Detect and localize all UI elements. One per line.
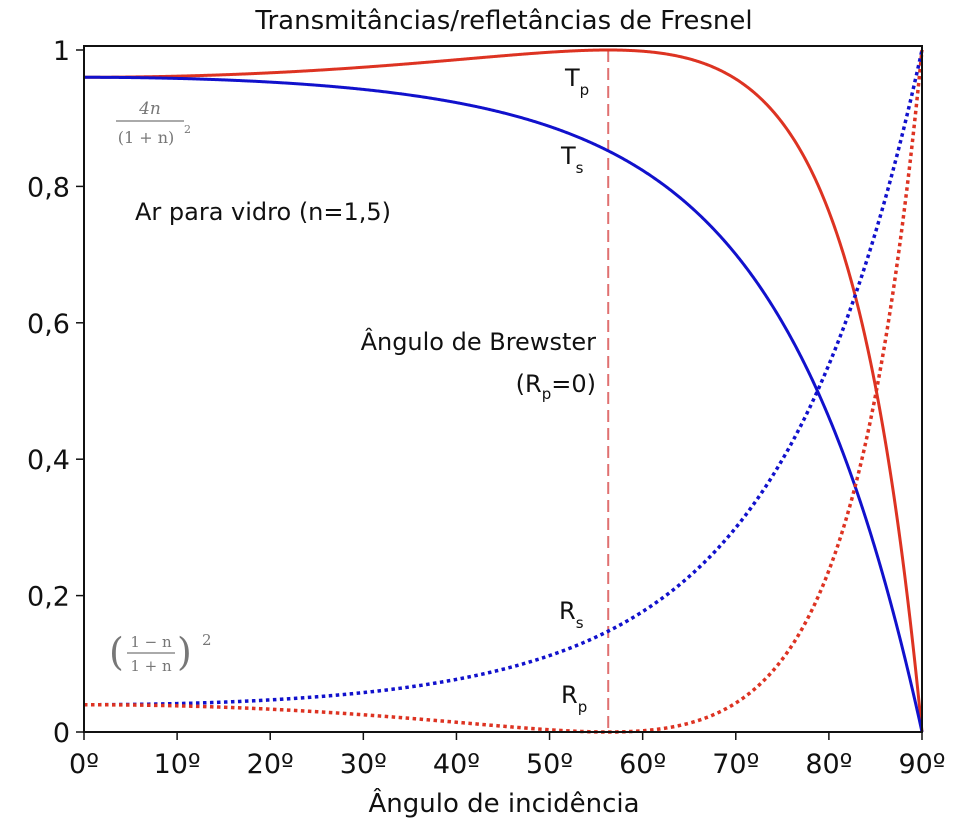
t0-formula-denominator: (1 + n) [118,128,175,147]
x-tick-label: 10º [154,749,201,780]
series-line-ts [84,75,924,733]
curve-label-rp: Rp [561,681,587,716]
brewster-annotation-prefix: (R [516,370,542,398]
brewster-annotation-line2: (Rp=0) [516,370,596,403]
curve-label-ts-main: T [560,142,576,170]
x-tick-label: 70º [712,749,759,780]
y-tick-label: 1 [53,36,70,67]
brewster-annotation-line1: Ângulo de Brewster [361,327,597,356]
t0-formula-numerator: 4n [138,99,161,119]
t0-formula-exponent: 2 [184,123,191,136]
r0-formula-exponent: 2 [202,631,212,649]
series-line-tp [84,48,924,733]
y-tick-label: 0,4 [27,445,70,476]
x-tick-label: 0º [69,749,99,780]
brewster-annotation-suffix: =0) [551,370,596,398]
curve-label-rs-sub: s [576,614,584,632]
curve-label-tp: Tp [564,64,589,99]
y-tick-label: 0,6 [27,309,70,340]
curve-label-tp-main: T [564,64,580,92]
r0-formula-right-paren: ) [177,630,192,674]
y-tick-label: 0,2 [27,582,70,613]
curve-label-ts-sub: s [576,159,584,177]
y-tick-label: 0,8 [27,172,70,203]
reflectance-formula: ( 1 − n 1 + n ) 2 [109,630,212,675]
r0-formula-denominator: 1 + n [130,657,172,675]
medium-annotation: Ar para vidro (n=1,5) [135,198,391,226]
x-tick-label: 40º [433,749,480,780]
r0-formula-left-paren: ( [109,630,124,674]
series-line-rs [84,49,924,707]
brewster-annotation-sub: p [542,385,552,403]
x-tick-label: 20º [247,749,294,780]
curve-label-ts: Ts [560,142,584,177]
curve-label-rp-sub: p [578,698,588,716]
curve-label-rs-main: R [559,597,576,625]
axis-ticks: 0º 10º 20º 30º 40º 50º 60º 70º 80º 90º 0 0,2 0,4 0,6 0… [27,36,946,780]
x-tick-label: 90º [898,749,945,780]
plot-area [84,48,924,734]
curve-label-rp-main: R [561,681,578,709]
x-tick-label: 30º [340,749,387,780]
x-tick-label: 50º [526,749,573,780]
curve-label-tp-sub: p [580,81,590,99]
r0-formula-numerator: 1 − n [130,633,172,651]
x-tick-label: 60º [619,749,666,780]
transmittance-formula: 4n (1 + n) 2 [116,99,191,147]
y-tick-label: 0 [53,718,70,749]
curve-label-rs: Rs [559,597,584,632]
x-tick-label: 80º [805,749,852,780]
chart-title: Transmitâncias/refletâncias de Fresnel [254,6,752,36]
x-axis-label: Ângulo de incidência [368,787,639,819]
series-line-rp [84,49,924,734]
plot-frame [83,45,923,733]
